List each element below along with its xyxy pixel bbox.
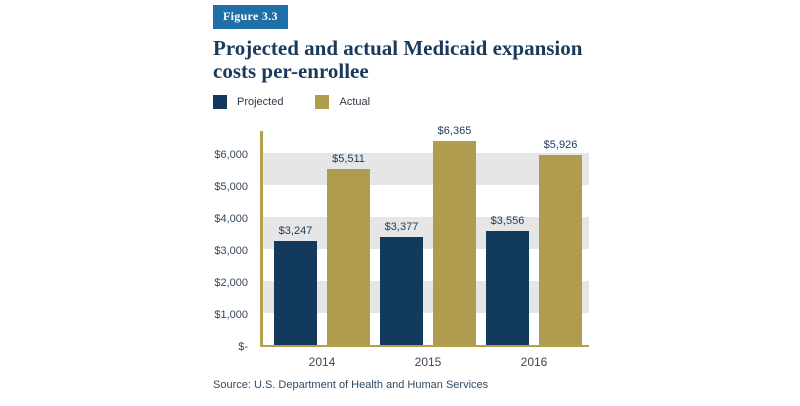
bar-group-2015: $3,377 $6,365 2015: [380, 125, 476, 369]
chart-title: Projected and actual Medicaid expansion …: [213, 37, 589, 83]
bar-chart: $- $1,000 $2,000 $3,000 $4,000 $5,000 $6,000 $…: [213, 125, 589, 369]
chart-title-line1: Projected and actual Medicaid expansion: [213, 36, 583, 60]
figure-content: Figure 3.3 Projected and actual Medicaid…: [213, 5, 589, 391]
bar-value-label: $5,511: [332, 153, 365, 165]
plot-area: $3,247 $5,511 2014 $3,377 $6,365 2015 $3,556 $5…: [260, 125, 589, 369]
y-tick-label: $5,000: [214, 181, 248, 193]
x-axis-label-2015: 2015: [414, 355, 442, 369]
chart-title-line2: costs per-enrollee: [213, 59, 369, 83]
bar-actual-2016: $5,926: [539, 139, 582, 345]
y-tick-label: $2,000: [214, 277, 248, 289]
bar-actual-2014: $5,511: [327, 153, 370, 345]
x-axis-label-2014: 2014: [308, 355, 336, 369]
background-stripe: [263, 153, 589, 185]
y-tick-label: $-: [238, 341, 248, 353]
y-tick-label: $6,000: [214, 149, 248, 161]
bar-value-label: $6,365: [437, 125, 472, 137]
chart-legend: Projected Actual: [213, 95, 589, 109]
x-axis-label-2016: 2016: [520, 355, 548, 369]
bar-actual-2015: $6,365: [433, 125, 476, 345]
bar-value-label: $3,247: [278, 225, 313, 237]
y-tick-label: $1,000: [214, 309, 248, 321]
bar-group-2014: $3,247 $5,511 2014: [274, 131, 370, 369]
y-tick-label: $4,000: [214, 213, 248, 225]
bar-value-label: $3,556: [490, 215, 525, 227]
legend-label-projected: Projected: [237, 96, 284, 108]
bar-projected-2016: $3,556: [486, 215, 529, 345]
bar-projected-2015: $3,377: [380, 221, 423, 345]
background-stripe: [263, 217, 589, 249]
legend-item-projected: Projected: [213, 95, 283, 109]
y-axis: $- $1,000 $2,000 $3,000 $4,000 $5,000 $6,000: [213, 131, 260, 353]
actual-swatch-icon: [315, 95, 330, 109]
projected-swatch-icon: [213, 95, 227, 109]
bar-projected-2014: $3,247: [274, 225, 317, 345]
background-stripe: [263, 281, 589, 313]
bar-groups: $3,247 $5,511 2014 $3,377 $6,365 2015 $3,556 $5…: [274, 125, 582, 369]
bar-group-2016: $3,556 $5,926 2016: [486, 131, 582, 369]
legend-item-actual: Actual: [315, 95, 370, 109]
bar-value-label: $5,926: [543, 139, 578, 151]
bar-value-label: $3,377: [384, 221, 419, 233]
source-note: Source: U.S. Department of Health and Hu…: [213, 379, 489, 391]
figure-label-badge: Figure 3.3: [213, 5, 288, 29]
legend-label-actual: Actual: [339, 96, 371, 108]
y-tick-label: $3,000: [214, 245, 248, 257]
